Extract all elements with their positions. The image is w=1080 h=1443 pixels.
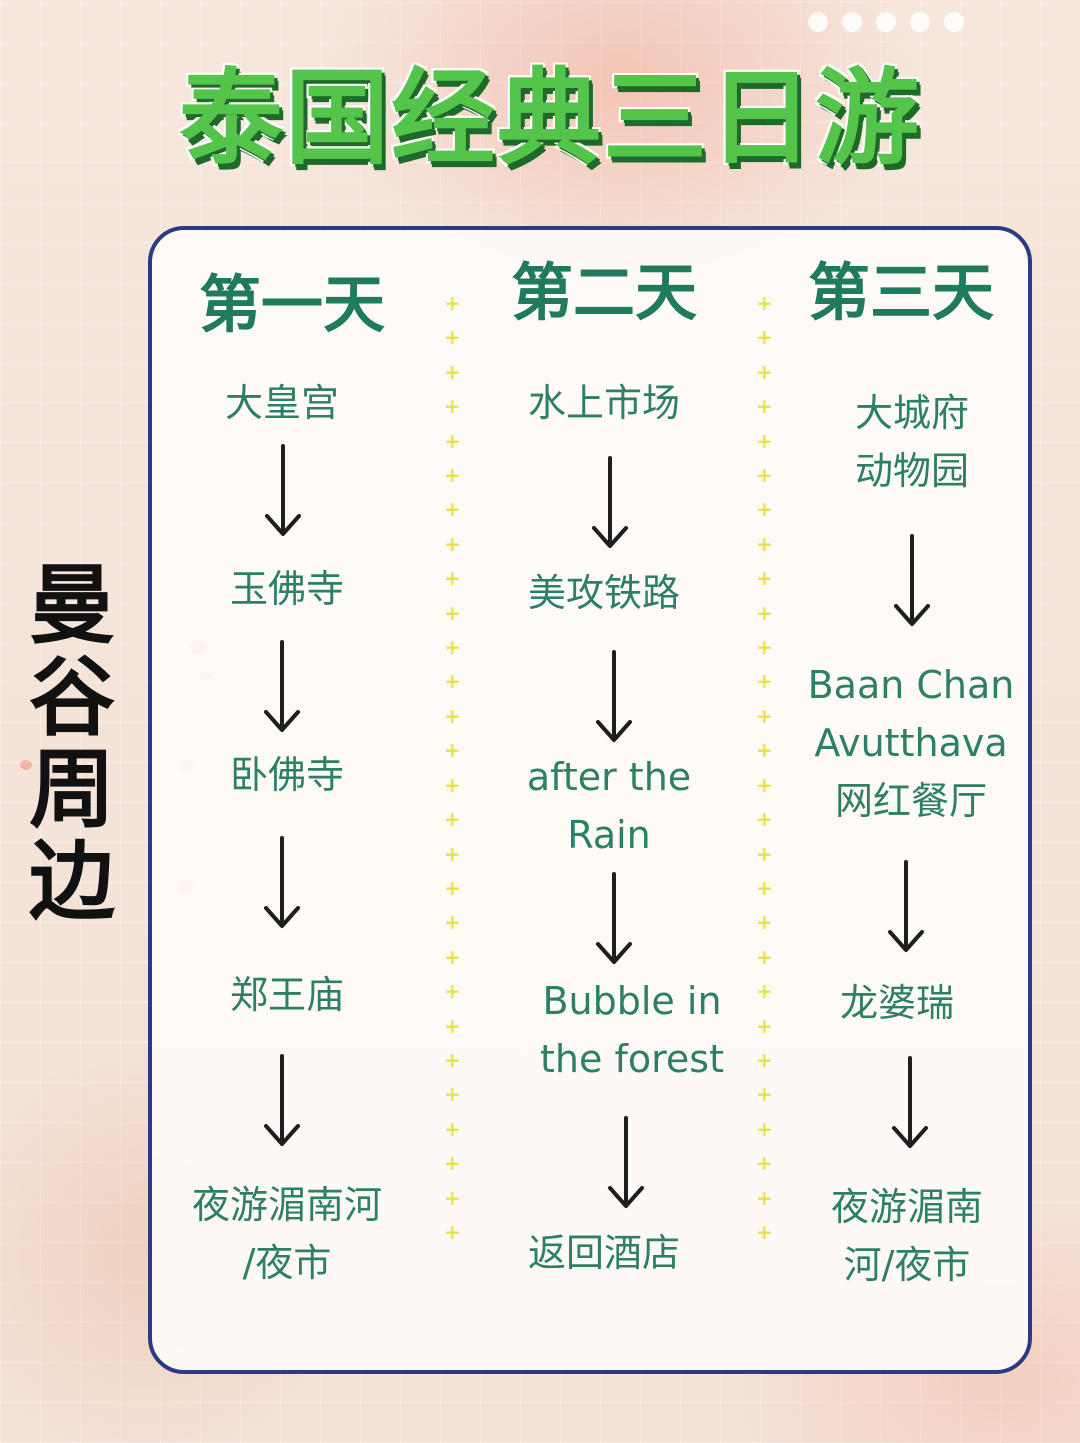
arrow-down-icon (262, 1054, 302, 1150)
side-label-char: 谷 (29, 647, 115, 748)
itinerary-card: + + + + + + + + + + + + + + + + + + + + … (148, 226, 1032, 1374)
stop-label: after the Rain (526, 755, 692, 857)
arrow-down-icon (606, 1116, 646, 1212)
arrow-down-icon (892, 534, 932, 630)
stop-label: 郑王庙 (229, 973, 344, 1017)
stop-label: 龙婆瑞 (839, 981, 954, 1025)
stop-label: 夜游湄南河 /夜市 (191, 1183, 382, 1285)
arrow-down-icon (263, 444, 303, 540)
day-heading: 第二天 (510, 256, 697, 329)
arrow-down-icon (590, 456, 630, 552)
arrow-down-icon (594, 872, 634, 968)
stop-label: 玉佛寺 (229, 567, 344, 611)
side-label: 曼 谷 周 边 (22, 560, 122, 928)
petal-decoration (20, 760, 32, 770)
arrow-down-icon (594, 650, 634, 746)
side-label-char: 边 (29, 831, 115, 932)
arrow-down-icon (262, 640, 302, 736)
column-divider: + + + + + + + + + + + + + + + + + + + + … (444, 291, 461, 1244)
stop-label: 水上市场 (527, 381, 680, 425)
day-heading: 第一天 (198, 268, 385, 341)
column-divider: + + + + + + + + + + + + + + + + + + + + … (756, 291, 773, 1244)
side-label-char: 曼 (29, 555, 115, 656)
arrow-down-icon (886, 860, 926, 956)
stop-label: 返回酒店 (527, 1231, 680, 1275)
stop-label: Bubble in the forest (540, 979, 724, 1081)
arrow-down-icon (262, 836, 302, 932)
stop-label: 大城府 动物园 (854, 391, 969, 493)
side-label-char: 周 (29, 739, 115, 840)
stop-label: 大皇宫 (224, 381, 339, 425)
arrow-down-icon (890, 1056, 930, 1152)
day-heading: 第三天 (807, 256, 994, 329)
stop-label: 夜游湄南 河/夜市 (830, 1185, 983, 1287)
decorative-dots (808, 12, 964, 32)
stop-label: Baan Chan Avutthava 网红餐厅 (807, 663, 1015, 823)
stop-label: 卧佛寺 (229, 753, 344, 797)
page-title: 泰国经典三日游 (178, 57, 921, 179)
stop-label: 美攻铁路 (527, 571, 680, 615)
